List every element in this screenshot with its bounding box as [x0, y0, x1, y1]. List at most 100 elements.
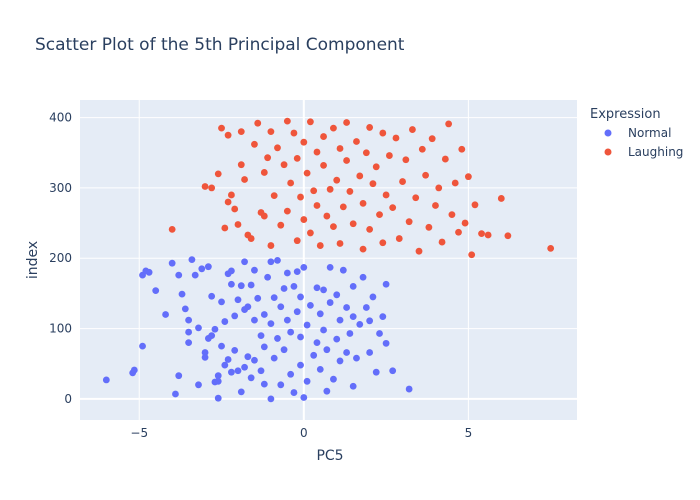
- data-point-normal[interactable]: [241, 363, 248, 371]
- data-point-laughing[interactable]: [458, 145, 466, 153]
- data-point-laughing[interactable]: [277, 221, 285, 229]
- data-point-normal[interactable]: [313, 339, 321, 347]
- data-point-normal[interactable]: [251, 316, 258, 324]
- data-point-laughing[interactable]: [445, 120, 453, 128]
- data-point-laughing[interactable]: [464, 173, 472, 181]
- data-point-laughing[interactable]: [310, 187, 318, 195]
- data-point-normal[interactable]: [224, 356, 232, 363]
- data-point-laughing[interactable]: [468, 251, 476, 259]
- data-point-laughing[interactable]: [260, 212, 268, 220]
- data-point-normal[interactable]: [260, 343, 268, 351]
- data-point-normal[interactable]: [228, 368, 235, 376]
- data-point-normal[interactable]: [228, 267, 235, 275]
- data-point-normal[interactable]: [300, 394, 308, 401]
- data-point-normal[interactable]: [336, 316, 344, 324]
- data-point-normal[interactable]: [185, 316, 193, 324]
- data-point-normal[interactable]: [389, 367, 397, 375]
- data-point-laughing[interactable]: [323, 212, 331, 220]
- data-point-laughing[interactable]: [455, 228, 462, 236]
- data-point-laughing[interactable]: [228, 191, 235, 199]
- data-point-normal[interactable]: [274, 256, 281, 264]
- data-point-normal[interactable]: [366, 317, 374, 325]
- data-point-laughing[interactable]: [326, 185, 334, 193]
- data-point-normal[interactable]: [260, 380, 268, 388]
- data-point-normal[interactable]: [270, 354, 278, 362]
- data-point-normal[interactable]: [102, 376, 110, 384]
- data-point-laughing[interactable]: [359, 199, 367, 207]
- data-point-normal[interactable]: [195, 324, 202, 332]
- data-point-normal[interactable]: [316, 365, 324, 373]
- data-point-laughing[interactable]: [267, 242, 275, 249]
- data-point-laughing[interactable]: [376, 211, 383, 219]
- data-point-laughing[interactable]: [214, 170, 222, 178]
- data-point-laughing[interactable]: [362, 149, 370, 157]
- data-point-normal[interactable]: [303, 377, 311, 385]
- data-point-laughing[interactable]: [306, 118, 314, 126]
- data-point-normal[interactable]: [349, 313, 357, 321]
- data-point-laughing[interactable]: [264, 154, 272, 162]
- data-point-normal[interactable]: [218, 342, 225, 350]
- data-point-laughing[interactable]: [300, 216, 308, 223]
- data-point-normal[interactable]: [290, 282, 298, 290]
- legend-item-normal[interactable]: Normal: [604, 126, 672, 140]
- data-point-normal[interactable]: [257, 367, 265, 375]
- data-point-normal[interactable]: [260, 311, 268, 318]
- data-point-laughing[interactable]: [283, 117, 291, 125]
- data-point-normal[interactable]: [306, 301, 314, 309]
- data-point-normal[interactable]: [208, 292, 216, 300]
- legend-item-laughing[interactable]: Laughing: [604, 145, 684, 159]
- data-point-laughing[interactable]: [392, 134, 400, 142]
- data-point-normal[interactable]: [214, 372, 222, 380]
- data-point-laughing[interactable]: [283, 207, 291, 215]
- data-point-normal[interactable]: [198, 265, 206, 273]
- data-point-normal[interactable]: [188, 256, 196, 264]
- data-point-laughing[interactable]: [366, 226, 374, 233]
- data-point-laughing[interactable]: [293, 154, 301, 162]
- data-point-laughing[interactable]: [372, 163, 380, 171]
- data-point-normal[interactable]: [162, 311, 169, 318]
- data-point-laughing[interactable]: [343, 157, 351, 164]
- data-point-laughing[interactable]: [349, 220, 357, 228]
- data-point-normal[interactable]: [303, 321, 311, 329]
- data-point-normal[interactable]: [287, 328, 295, 336]
- data-point-laughing[interactable]: [412, 194, 420, 202]
- data-point-laughing[interactable]: [343, 119, 351, 126]
- data-point-laughing[interactable]: [409, 126, 416, 133]
- data-point-normal[interactable]: [185, 328, 193, 336]
- data-point-normal[interactable]: [339, 266, 347, 274]
- data-point-normal[interactable]: [283, 269, 291, 277]
- data-point-laughing[interactable]: [471, 201, 479, 209]
- data-point-laughing[interactable]: [385, 152, 393, 159]
- data-point-normal[interactable]: [257, 332, 265, 340]
- data-point-normal[interactable]: [326, 263, 334, 271]
- data-point-laughing[interactable]: [297, 193, 304, 201]
- data-point-laughing[interactable]: [320, 133, 327, 140]
- data-point-laughing[interactable]: [231, 205, 239, 213]
- data-point-normal[interactable]: [333, 291, 341, 299]
- data-point-normal[interactable]: [231, 346, 239, 354]
- data-point-normal[interactable]: [320, 286, 327, 294]
- data-point-normal[interactable]: [214, 377, 222, 385]
- data-point-laughing[interactable]: [303, 169, 311, 177]
- data-point-laughing[interactable]: [405, 218, 413, 226]
- data-point-normal[interactable]: [267, 395, 275, 403]
- data-point-normal[interactable]: [145, 268, 153, 276]
- data-point-normal[interactable]: [208, 332, 216, 340]
- data-point-normal[interactable]: [349, 382, 357, 390]
- data-point-normal[interactable]: [277, 303, 285, 311]
- data-point-laughing[interactable]: [267, 128, 275, 136]
- data-point-normal[interactable]: [267, 258, 275, 266]
- data-point-laughing[interactable]: [353, 138, 360, 145]
- data-point-laughing[interactable]: [201, 183, 209, 190]
- data-point-normal[interactable]: [270, 294, 278, 302]
- data-point-laughing[interactable]: [313, 202, 321, 209]
- data-point-normal[interactable]: [254, 294, 262, 302]
- data-point-laughing[interactable]: [300, 138, 308, 146]
- data-point-normal[interactable]: [372, 368, 380, 376]
- data-point-normal[interactable]: [247, 374, 255, 382]
- data-point-laughing[interactable]: [293, 237, 301, 245]
- data-point-normal[interactable]: [228, 280, 235, 288]
- data-point-normal[interactable]: [211, 325, 219, 333]
- data-point-normal[interactable]: [333, 335, 341, 343]
- data-point-laughing[interactable]: [218, 124, 225, 132]
